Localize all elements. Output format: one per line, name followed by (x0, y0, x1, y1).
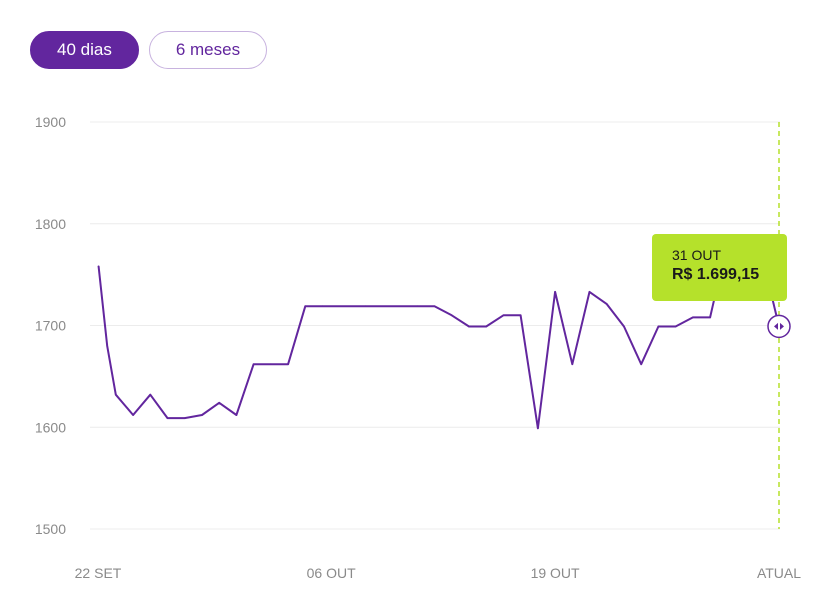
price-point (674, 325, 677, 328)
price-point (304, 305, 307, 308)
price-point (485, 325, 488, 328)
price-point (468, 325, 470, 328)
x-tick-label: 06 OUT (307, 565, 356, 581)
price-point (166, 417, 169, 419)
price-point (218, 402, 220, 404)
price-point (149, 393, 152, 396)
price-point (588, 291, 591, 293)
price-point (115, 393, 117, 396)
price-point (450, 314, 453, 317)
price-point (657, 325, 660, 328)
price-point (416, 305, 419, 308)
price-point (623, 325, 625, 328)
y-tick-label: 1500 (35, 521, 66, 537)
x-tick-label: ATUAL (757, 565, 801, 581)
price-point (640, 363, 642, 366)
arrow-left-icon (774, 322, 778, 330)
price-point (709, 316, 711, 319)
price-point (252, 363, 255, 366)
period-40-days-button[interactable]: 40 dias (30, 31, 139, 69)
tooltip-date: 31 OUT (672, 247, 722, 263)
x-tick-label: 19 OUT (531, 565, 580, 581)
price-point (692, 316, 694, 319)
arrow-right-icon (780, 322, 784, 330)
price-point (364, 305, 367, 308)
y-tick-label: 1900 (35, 114, 66, 130)
y-tick-label: 1600 (35, 419, 66, 435)
price-point (183, 417, 186, 419)
price-point (321, 305, 324, 308)
price-point (270, 363, 272, 366)
y-tick-label: 1700 (35, 318, 66, 334)
x-tick-label: 22 SET (75, 565, 122, 581)
period-toggle-group: 40 dias 6 meses (30, 31, 268, 69)
price-point (201, 414, 203, 416)
price-point (106, 345, 108, 347)
y-tick-label: 1800 (35, 216, 66, 232)
current-price-handle (767, 314, 791, 339)
price-point (571, 363, 574, 366)
price-point (433, 305, 436, 308)
price-point (235, 414, 238, 416)
price-point (287, 363, 289, 366)
price-point (554, 291, 556, 293)
price-point (97, 265, 100, 268)
period-6-months-button[interactable]: 6 meses (148, 31, 268, 69)
price-point (606, 303, 608, 305)
price-point (519, 314, 522, 317)
price-point (132, 414, 134, 416)
price-point (502, 314, 505, 317)
price-point (537, 427, 539, 430)
price-tooltip: 31 OUT R$ 1.699,15 (652, 234, 787, 301)
tooltip-price: R$ 1.699,15 (672, 266, 760, 283)
